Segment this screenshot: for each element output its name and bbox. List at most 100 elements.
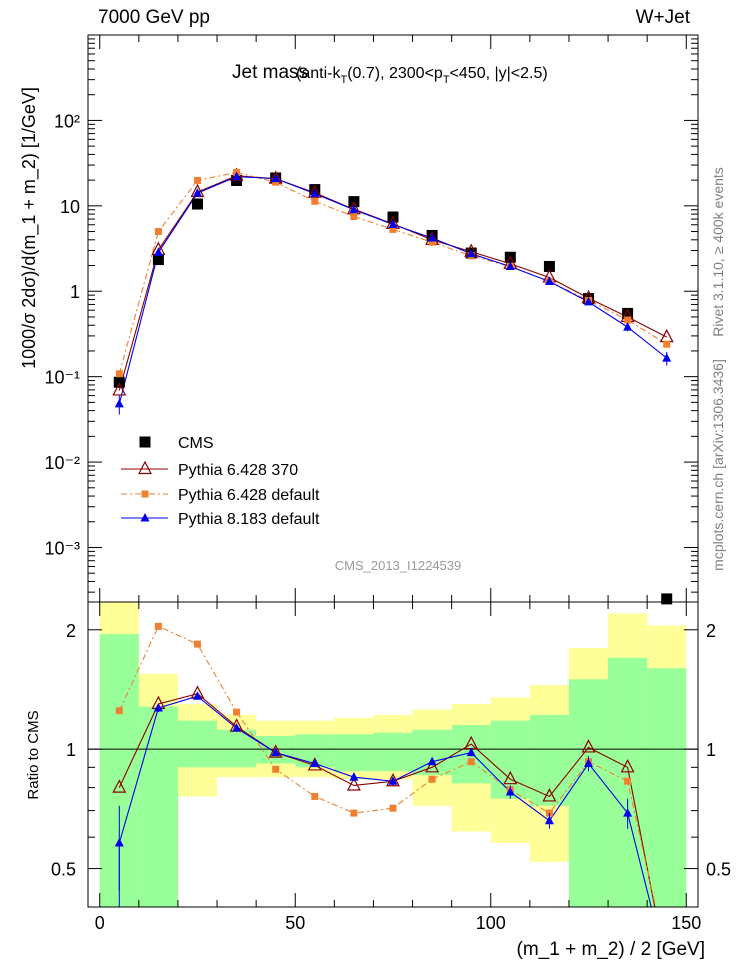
main-y-tick-label: 10 <box>60 197 80 217</box>
ratio-point <box>623 808 633 817</box>
header-left: 7000 GeV pp <box>98 7 210 28</box>
plot-title-detail: (anti-kT(0.7), 2300<pT<450, |y|<2.5) <box>296 65 548 86</box>
data-point <box>543 260 555 272</box>
data-point <box>349 204 359 214</box>
data-point <box>192 188 202 197</box>
data-point <box>505 261 515 270</box>
main-y-tick-label: 10⁻² <box>44 453 80 473</box>
ratio-point <box>232 723 242 732</box>
ratio-point <box>346 777 361 791</box>
x-tick-label: 150 <box>671 913 701 933</box>
legend-label: Pythia 8.183 default <box>178 511 320 528</box>
x-axis-label: (m_1 + m_2) / 2 [GeV] <box>517 939 706 960</box>
data-point <box>310 188 320 198</box>
main-y-tick-label: 10² <box>54 111 80 131</box>
ratio-series-group <box>112 622 657 907</box>
series-line <box>118 171 668 374</box>
ratio-point <box>581 739 596 753</box>
ratio-point <box>389 804 397 812</box>
legend-marker <box>140 513 150 522</box>
ratio-point <box>268 744 283 758</box>
data-point <box>193 176 201 184</box>
mcplots-label: mcplots.cern.ch [arXiv:1306.3436] <box>710 359 726 571</box>
uncertainty-band-green <box>647 668 687 907</box>
ratio-point <box>425 759 440 773</box>
ratio-y-tick-label-right: 2 <box>706 621 716 641</box>
data-point <box>311 197 319 205</box>
legend-label: Pythia 6.428 370 <box>178 462 298 479</box>
ratio-frame <box>87 601 699 908</box>
rivet-label: Rivet 3.1.10, ≥ 400k events <box>710 167 726 337</box>
ratio-point <box>114 837 124 847</box>
x-tick-label: 100 <box>476 913 506 933</box>
data-point <box>428 238 436 246</box>
header-right: W+Jet <box>636 7 691 28</box>
ratio-point <box>115 707 123 715</box>
uncertainty-band-green <box>373 732 413 772</box>
uncertainty-band-green <box>138 706 178 907</box>
data-point <box>388 219 398 228</box>
ratio-point <box>311 792 319 800</box>
ratio-point <box>193 640 201 648</box>
ratio-panel: 0.5 0.5 1 1 2 2 0 50 100 150 Ratio to CMS (m_1 + … <box>25 601 731 960</box>
main-y-axis-label: 1000/σ 2dσ)/d(m_1 + m_2) [1/GeV] <box>19 87 40 369</box>
series-line <box>118 176 668 405</box>
ratio-point <box>271 747 281 757</box>
data-point <box>307 184 322 198</box>
ratio-point <box>386 772 400 787</box>
data-point <box>152 254 164 266</box>
legend: CMS Pythia 6.428 370 Pythia 6.428 default P… <box>121 435 320 528</box>
ratio-point <box>388 776 398 785</box>
ratio-y-tick-label: 0.5 <box>51 860 76 880</box>
ratio-point <box>154 622 162 630</box>
main-y-tick-label: 10⁻³ <box>44 538 80 558</box>
ratio-y-tick-label-right: 1 <box>706 740 716 760</box>
x-tick-label: 50 <box>285 913 305 933</box>
ratio-y-axis-label: Ratio to CMS <box>25 710 42 799</box>
ratio-point <box>192 691 202 700</box>
ratio-point <box>112 779 127 793</box>
ratio-y-tick-label: 1 <box>66 740 76 760</box>
data-point <box>544 276 554 286</box>
ratio-point <box>503 770 518 785</box>
ratio-ticks: 0.5 0.5 1 1 2 2 0 50 100 150 <box>51 602 731 933</box>
ratio-point <box>467 758 475 766</box>
data-point <box>622 307 634 319</box>
main-marks <box>112 167 674 605</box>
data-point <box>662 353 672 362</box>
ratio-point <box>584 758 594 768</box>
data-point <box>272 178 280 186</box>
data-point <box>350 212 358 220</box>
ratio-point <box>620 759 635 773</box>
x-tick-label: 0 <box>95 913 105 933</box>
data-point <box>191 198 203 210</box>
uncertainty-band-green <box>334 734 374 772</box>
data-point <box>466 248 476 258</box>
ratio-point <box>544 815 554 825</box>
ratio-point <box>153 703 163 712</box>
legend-marker <box>138 460 152 475</box>
ratio-y-tick-label-right: 0.5 <box>706 860 731 880</box>
data-point <box>232 171 242 181</box>
main-panel: 10⁻³ 10⁻² 10⁻¹ 1 10 10² Jet mass (anti-kT(0.7… <box>19 34 699 605</box>
data-point <box>114 398 124 408</box>
uncertainty-band-green <box>568 679 609 907</box>
legend-marker <box>141 490 149 498</box>
ratio-point <box>466 747 476 757</box>
data-point <box>115 370 123 378</box>
main-y-tick-label: 1 <box>70 282 80 302</box>
ratio-point <box>624 777 632 785</box>
legend-label: CMS <box>178 435 214 452</box>
data-point <box>624 316 632 324</box>
data-point <box>153 247 163 256</box>
legend-marker <box>139 436 151 448</box>
uncertainty-band-green <box>177 720 218 768</box>
data-point <box>154 228 162 236</box>
data-point <box>427 233 437 242</box>
ratio-point <box>272 765 280 773</box>
main-ticks: 10⁻³ 10⁻² 10⁻¹ 1 10 10² <box>44 35 698 602</box>
ratio-marks <box>88 602 698 907</box>
ratio-point <box>307 757 322 771</box>
ratio-point <box>310 758 320 768</box>
